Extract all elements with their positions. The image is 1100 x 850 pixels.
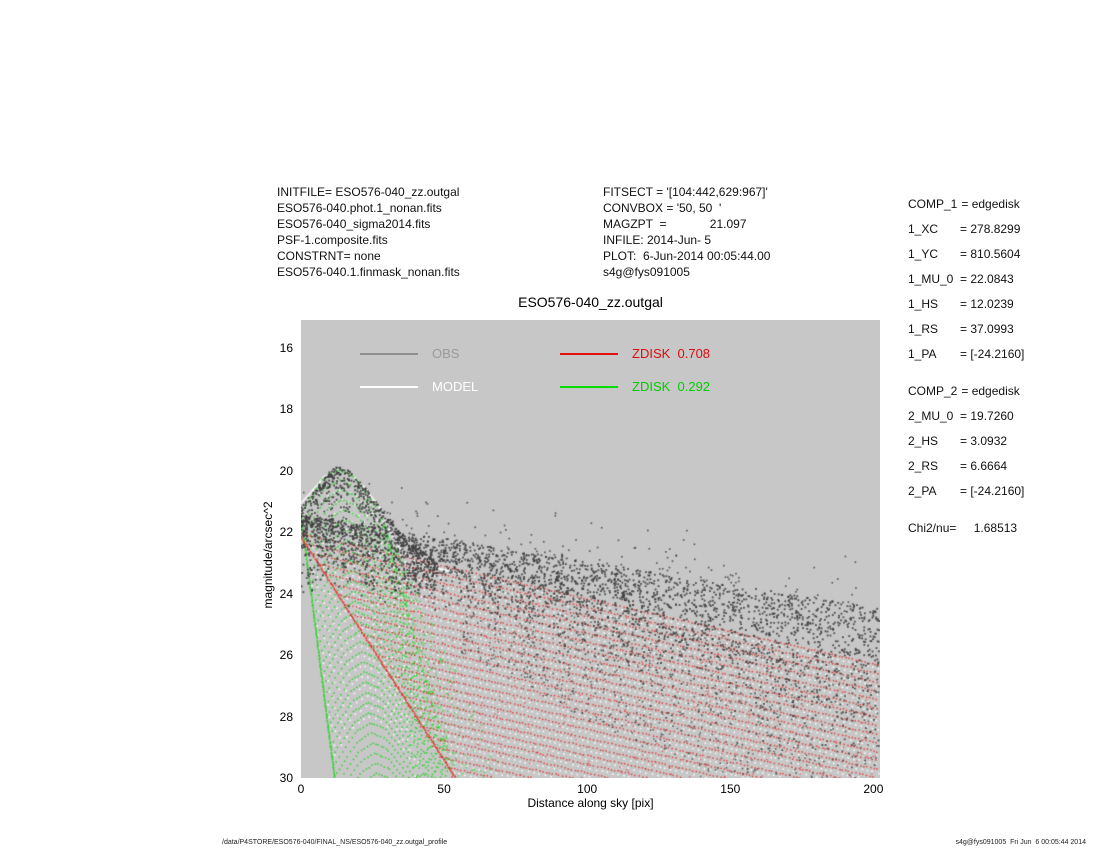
profile-plot-canvas (301, 320, 880, 778)
param-value: = 19.7260 (960, 408, 1014, 423)
y-tick-label: 16 (279, 340, 293, 355)
legend-line-swatch (360, 353, 418, 355)
param-label: 1_RS (908, 321, 939, 336)
header-line: PLOT: 6-Jun-2014 00:05:44.00 (603, 249, 771, 263)
header-line: ESO576-040.1.finmask_nonan.fits (277, 265, 460, 279)
header-line: FITSECT = '[104:442,629:967]' (603, 185, 768, 199)
legend-label: OBS (432, 346, 460, 361)
param-row: COMP_1 = edgedisk (908, 191, 1024, 216)
param-row: COMP_2 = edgedisk (908, 378, 1024, 403)
param-value: = 12.0239 (960, 296, 1014, 311)
param-label: 1_PA (908, 346, 937, 361)
param-row: 1_MU_0 = 22.0843 (908, 266, 1024, 291)
plot-title: ESO576-040_zz.outgal (518, 294, 663, 310)
legend-line-swatch (360, 386, 418, 388)
param-value: 1.68513 (960, 520, 1018, 535)
x-axis-label: Distance along sky [pix] (527, 796, 654, 810)
y-tick-label: 24 (279, 586, 293, 601)
param-label: 1_MU_0 (908, 271, 954, 286)
x-tick-label: 50 (437, 782, 451, 796)
legend-label: ZDISK 0.292 (632, 379, 711, 394)
y-axis-label: magnitude/arcsec^2 (261, 501, 275, 609)
component-params-panel: COMP_1 = edgedisk 1_XC = 278.8299 1_YC = 810.… (908, 191, 1024, 540)
param-group: COMP_1 = edgedisk 1_XC = 278.8299 1_YC = 810.… (908, 191, 1024, 366)
profile-plot: OBS MODEL ZDISK 0.708 ZDISK 0.292 (301, 320, 880, 778)
param-label: Chi2/nu= (908, 520, 957, 535)
x-tick-label: 0 (297, 782, 305, 796)
param-value: = edgedisk (961, 383, 1020, 398)
param-value: = 3.0932 (960, 433, 1008, 448)
header-line: ESO576-040.phot.1_nonan.fits (277, 201, 442, 215)
param-label: 2_HS (908, 433, 939, 448)
header-line: s4g@fys091005 (603, 265, 690, 279)
param-value: = 22.0843 (960, 271, 1014, 286)
x-tick-label: 150 (720, 782, 741, 796)
y-tick-label: 30 (279, 770, 293, 785)
param-value: = 278.8299 (960, 221, 1021, 236)
legend-line-swatch (560, 353, 618, 355)
header-file-block: INITFILE= ESO576-040_zz.outgal ESO576-040… (277, 184, 460, 280)
param-row: 2_RS = 6.6664 (908, 453, 1024, 478)
y-tick-label: 26 (279, 648, 293, 663)
legend-line-swatch (560, 386, 618, 388)
y-tick-label: 18 (279, 402, 293, 417)
footer-timestamp: s4g@fys091005 Fri Jun 6 00:05:44 2014 (955, 839, 1086, 846)
header-line: INITFILE= ESO576-040_zz.outgal (277, 185, 460, 199)
param-group: Chi2/nu= 1.68513 (908, 515, 1024, 540)
param-row: Chi2/nu= 1.68513 (908, 515, 1024, 540)
y-tick-label: 20 (279, 463, 293, 478)
param-row: 2_PA = [-24.2160] (908, 478, 1024, 503)
param-value: = 6.6664 (960, 458, 1008, 473)
param-label: 1_YC (908, 246, 939, 261)
param-label: 2_MU_0 (908, 408, 954, 423)
param-label: COMP_2 (908, 383, 958, 398)
header-line: ESO576-040_sigma2014.fits (277, 217, 431, 231)
param-label: 1_XC (908, 221, 939, 236)
param-row: 1_YC = 810.5604 (908, 241, 1024, 266)
header-line: INFILE: 2014-Jun- 5 (603, 233, 712, 247)
param-row: 1_XC = 278.8299 (908, 216, 1024, 241)
param-group: COMP_2 = edgedisk 2_MU_0 = 19.7260 2_HS = 3.0… (908, 378, 1024, 503)
param-label: 2_RS (908, 458, 939, 473)
header-line: CONVBOX = '50, 50 ' (603, 201, 722, 215)
param-row: 1_HS = 12.0239 (908, 291, 1024, 316)
plot-legend: OBS MODEL ZDISK 0.708 ZDISK 0.292 (301, 320, 880, 430)
param-value: = [-24.2160] (960, 346, 1025, 361)
param-value: = edgedisk (961, 196, 1020, 211)
header-fit-block: FITSECT = '[104:442,629:967]' CONVBOX = '… (603, 184, 770, 280)
footer-path: /data/P4STORE/ESO576-040/FINAL_NS/ESO576… (222, 839, 448, 846)
param-value: = 810.5604 (960, 246, 1021, 261)
y-tick-label: 22 (279, 525, 293, 540)
y-tick-label: 28 (279, 709, 293, 724)
header-line: PSF-1.composite.fits (277, 233, 388, 247)
header-line: CONSTRNT= none (277, 249, 381, 263)
legend-label: ZDISK 0.708 (632, 346, 711, 361)
param-label: 2_PA (908, 483, 937, 498)
param-value: = 37.0993 (960, 321, 1014, 336)
param-value: = [-24.2160] (960, 483, 1025, 498)
param-row: 1_RS = 37.0993 (908, 316, 1024, 341)
param-row: 2_MU_0 = 19.7260 (908, 403, 1024, 428)
param-row: 2_HS = 3.0932 (908, 428, 1024, 453)
legend-label: MODEL (432, 379, 479, 394)
param-label: 1_HS (908, 296, 939, 311)
x-tick-label: 100 (577, 782, 598, 796)
header-line: MAGZPT = 21.097 (603, 217, 747, 231)
param-row: 1_PA = [-24.2160] (908, 341, 1024, 366)
x-tick-label: 200 (863, 782, 884, 796)
param-label: COMP_1 (908, 196, 958, 211)
